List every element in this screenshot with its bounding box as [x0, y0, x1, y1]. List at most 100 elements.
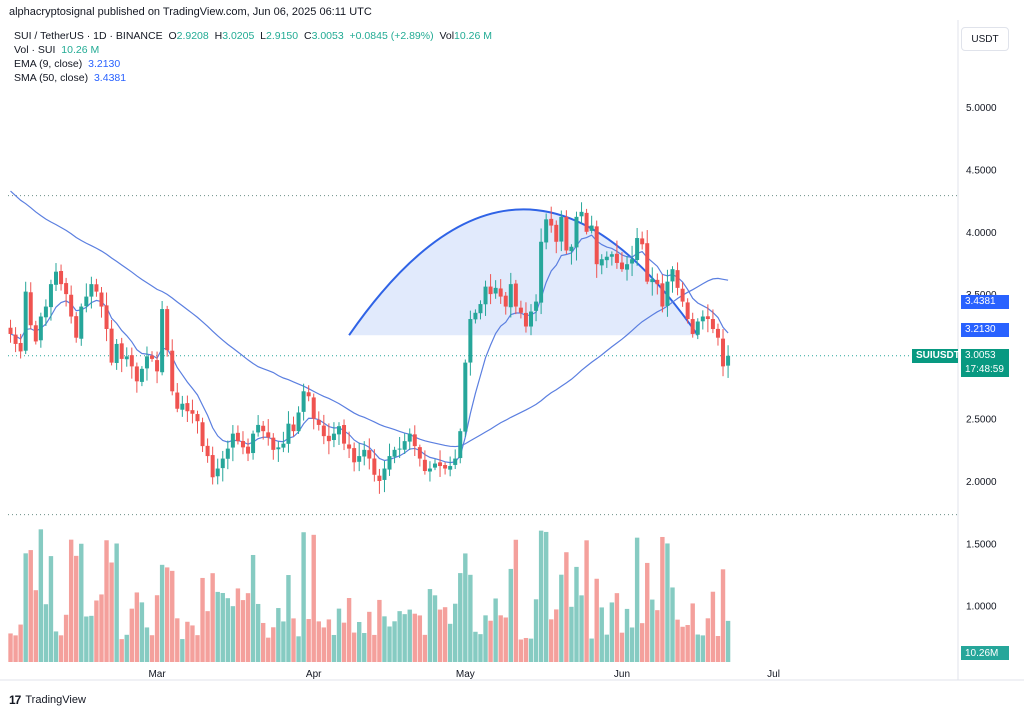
volume-bar: [715, 636, 721, 662]
volume-bar: [412, 613, 417, 662]
volume-bar: [554, 609, 559, 662]
candle-body: [392, 449, 397, 457]
ema-indicator-legend[interactable]: EMA (9, close) 3.2130: [14, 58, 120, 70]
candle-body: [508, 284, 513, 308]
candle-body: [417, 447, 422, 459]
candle-body: [377, 475, 382, 481]
volume-bar: [645, 562, 650, 662]
candle-down: [675, 262, 680, 296]
candle-body: [453, 458, 458, 465]
volume-bar: [650, 599, 655, 662]
candle-up: [453, 449, 458, 470]
volume-bar: [104, 540, 109, 662]
candle-down: [594, 220, 599, 278]
high-value: 3.0205: [222, 30, 255, 42]
volume-bar: [109, 562, 114, 662]
x-tick-label: Apr: [306, 669, 322, 680]
candle-down: [549, 206, 554, 233]
candle-down: [109, 319, 114, 366]
candle-up: [569, 244, 574, 265]
volume-bar: [68, 539, 74, 662]
low-label: L: [260, 30, 266, 42]
candle-down: [190, 399, 195, 424]
volume-bar: [74, 555, 79, 662]
currency-button[interactable]: USDT: [961, 27, 1009, 51]
candle-body: [640, 238, 645, 245]
candle-body: [670, 269, 675, 282]
candle-body: [726, 355, 731, 366]
candle-down: [321, 414, 326, 445]
candle-body: [190, 410, 195, 414]
volume-bar: [503, 617, 508, 662]
candle-body: [645, 243, 650, 282]
candle-down: [721, 329, 726, 377]
candle-up: [599, 254, 604, 275]
volume-bar: [230, 606, 236, 662]
candle-body: [549, 218, 554, 226]
axes: 5.00004.50004.00003.50003.00002.50002.00…: [0, 20, 1024, 681]
sma-indicator-legend[interactable]: SMA (50, close) 3.4381: [14, 72, 126, 84]
candle-up: [397, 436, 402, 459]
candle-body: [523, 312, 528, 327]
candle-down: [64, 277, 69, 307]
candle-body: [604, 256, 609, 261]
candle-body: [271, 437, 276, 450]
symbol-title: SUI / TetherUS · 1D · BINANCE: [14, 30, 163, 42]
candle-body: [13, 334, 18, 344]
candle-down: [564, 210, 569, 254]
candle-body: [427, 468, 432, 472]
candle-body: [412, 434, 417, 447]
volume-bar: [220, 592, 225, 662]
high-label: H: [214, 30, 223, 42]
volume-bar: [53, 631, 59, 662]
candle-up: [23, 281, 28, 355]
volume-bar: [660, 536, 665, 662]
x-tick-label: May: [456, 669, 475, 680]
candle-body: [326, 435, 331, 442]
candle-body: [362, 449, 367, 457]
candle-up: [180, 395, 185, 417]
volume-bar: [685, 625, 690, 662]
candle-body: [266, 432, 271, 438]
volume-bar: [442, 607, 448, 662]
candle-up: [220, 450, 225, 482]
candle-down: [377, 468, 382, 494]
candle-body: [74, 316, 79, 338]
candle-up: [534, 294, 539, 322]
volume-bar: [700, 635, 706, 662]
candle-down: [155, 351, 160, 384]
volume-bar: [311, 534, 316, 662]
candle-down: [246, 438, 251, 462]
volume-bar: [276, 608, 281, 662]
candle-up: [48, 279, 53, 321]
candle-up: [79, 303, 84, 346]
volume-bar: [38, 529, 44, 662]
volume-bar: [205, 611, 210, 662]
candle-down: [705, 304, 710, 333]
candle-down: [170, 339, 175, 396]
volume-bar: [94, 600, 99, 662]
candle-body: [306, 392, 311, 397]
volume-bar: [680, 626, 685, 662]
candle-body: [342, 425, 347, 444]
candle-down: [584, 208, 589, 235]
volume-bar: [84, 616, 89, 662]
candle-down: [367, 438, 372, 470]
symbol-legend[interactable]: SUI / TetherUS · 1D · BINANCE O2.9208 H3…: [14, 30, 492, 42]
candle-body: [316, 419, 321, 425]
candle-up: [54, 263, 59, 291]
volume-bar: [533, 599, 539, 662]
volume-bar: [336, 608, 342, 662]
candle-body: [331, 433, 336, 441]
candle-up: [331, 422, 336, 448]
volume-bar: [63, 614, 69, 662]
candle-up: [468, 310, 473, 376]
volume-bar: [407, 609, 412, 662]
volume-bar: [346, 598, 352, 662]
candle-up: [230, 425, 235, 462]
volume-bar: [478, 634, 483, 662]
vol-indicator-legend[interactable]: Vol · SUI 10.26 M: [14, 44, 99, 56]
candle-body: [402, 441, 407, 450]
candle-body: [609, 254, 614, 257]
